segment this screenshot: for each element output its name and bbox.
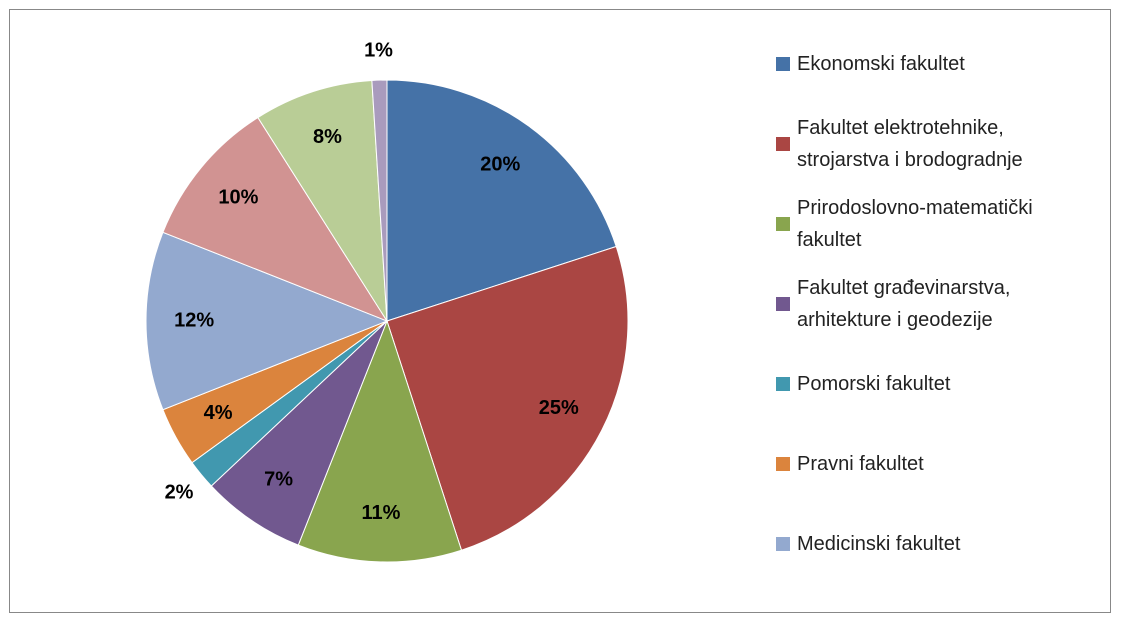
legend-item: Fakultet elektrotehnike, strojarstva i b… — [776, 104, 1096, 184]
data-label: 8% — [313, 126, 342, 148]
legend-swatch — [776, 137, 790, 151]
legend-label: Prirodoslovno-matematički fakultet — [797, 197, 1033, 251]
data-label: 11% — [361, 502, 400, 524]
legend-label: Fakultet elektrotehnike, strojarstva i b… — [797, 117, 1023, 171]
legend-label: Fakultet građevinarstva, arhitekture i g… — [797, 277, 1011, 331]
legend-item: Pomorski fakultet — [776, 344, 1096, 424]
data-label: 2% — [165, 481, 194, 503]
slice — [162, 116, 389, 323]
legend-swatch — [776, 57, 790, 71]
legend-swatch — [776, 457, 790, 471]
legend-item: Pravni fakultet — [776, 424, 1096, 504]
slice — [386, 79, 617, 322]
data-label: 20% — [480, 153, 520, 175]
legend-item: Medicinski fakultet — [776, 504, 1096, 584]
legend-item: Fakultet građevinarstva, arhitekture i g… — [776, 264, 1096, 344]
slice — [145, 231, 389, 411]
slice — [210, 320, 388, 546]
data-label: 4% — [204, 402, 233, 424]
data-label: 10% — [218, 186, 258, 208]
legend-swatch — [776, 297, 790, 311]
legend-swatch — [776, 537, 790, 551]
slice — [371, 79, 388, 322]
chart-frame — [9, 9, 1111, 613]
legend-swatch — [776, 217, 790, 231]
data-label: 1% — [364, 39, 393, 61]
slice — [386, 245, 629, 551]
legend-label: Pomorski fakultet — [797, 373, 951, 395]
legend-item: Prirodoslovno-matematički fakultet — [776, 184, 1096, 264]
slice — [297, 319, 463, 563]
legend-label: Ekonomski fakultet — [797, 53, 965, 75]
legend-label: Pravni fakultet — [797, 453, 924, 475]
slice — [257, 79, 388, 322]
legend-label: Medicinski fakultet — [797, 533, 961, 555]
legend-item: Ekonomski fakultet — [776, 24, 1096, 104]
legend-swatch — [776, 377, 790, 391]
legend: Ekonomski fakultet Fakultet elektrotehnik… — [776, 24, 1096, 584]
data-label: 7% — [264, 469, 293, 491]
data-label: 25% — [539, 397, 579, 419]
data-label: 12% — [174, 309, 214, 331]
